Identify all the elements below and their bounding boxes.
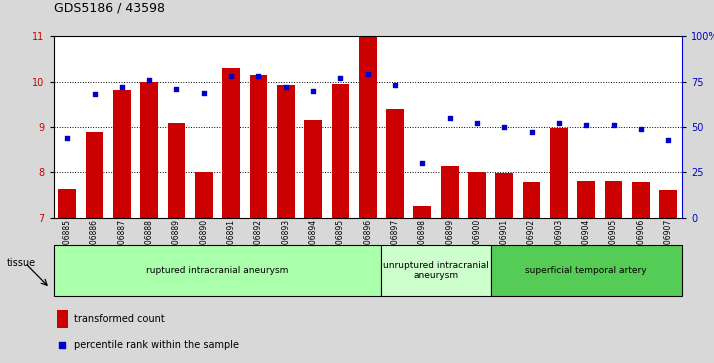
Bar <box>304 120 322 218</box>
Point <box>280 84 291 90</box>
Point <box>61 135 73 141</box>
Point <box>663 137 674 143</box>
Bar <box>140 82 158 218</box>
Point <box>253 73 264 79</box>
Bar <box>59 189 76 218</box>
Bar <box>413 207 431 218</box>
Text: percentile rank within the sample: percentile rank within the sample <box>74 339 238 350</box>
Bar <box>54 245 381 296</box>
Bar <box>386 109 404 218</box>
Point <box>116 84 128 90</box>
Point <box>389 82 401 88</box>
Bar <box>578 180 595 218</box>
Point <box>635 126 647 132</box>
Point <box>89 91 100 97</box>
Point <box>171 86 182 92</box>
Bar <box>659 189 677 218</box>
Bar <box>496 173 513 218</box>
Bar <box>523 182 540 218</box>
Bar <box>491 245 682 296</box>
Bar <box>605 180 623 218</box>
Point <box>580 122 592 128</box>
Text: superficial temporal artery: superficial temporal artery <box>526 266 647 275</box>
Text: unruptured intracranial
aneurysm: unruptured intracranial aneurysm <box>383 261 489 280</box>
Point <box>498 124 510 130</box>
Bar <box>56 310 68 328</box>
Point <box>417 160 428 166</box>
Bar <box>168 123 186 218</box>
Point <box>444 115 456 121</box>
Bar <box>113 90 131 218</box>
Bar <box>359 36 376 218</box>
Point <box>56 342 67 347</box>
Bar <box>195 172 213 218</box>
Bar <box>441 166 458 218</box>
Bar <box>222 68 240 218</box>
Point <box>144 77 155 83</box>
Point <box>198 90 209 95</box>
Point <box>471 121 483 126</box>
Bar <box>550 128 568 218</box>
Point <box>553 121 565 126</box>
Text: transformed count: transformed count <box>74 314 164 324</box>
Bar <box>331 84 349 218</box>
Bar <box>86 132 104 218</box>
Text: tissue: tissue <box>7 258 36 268</box>
Bar <box>250 75 267 218</box>
Point <box>335 75 346 81</box>
Point <box>362 72 373 77</box>
Text: GDS5186 / 43598: GDS5186 / 43598 <box>54 1 164 15</box>
Point <box>608 122 619 128</box>
Bar <box>632 182 650 218</box>
Bar <box>277 85 295 218</box>
Text: ruptured intracranial aneurysm: ruptured intracranial aneurysm <box>146 266 288 275</box>
Point <box>526 130 538 135</box>
Bar <box>468 172 486 218</box>
Point <box>307 88 318 94</box>
Point <box>226 73 237 79</box>
Bar <box>381 245 491 296</box>
